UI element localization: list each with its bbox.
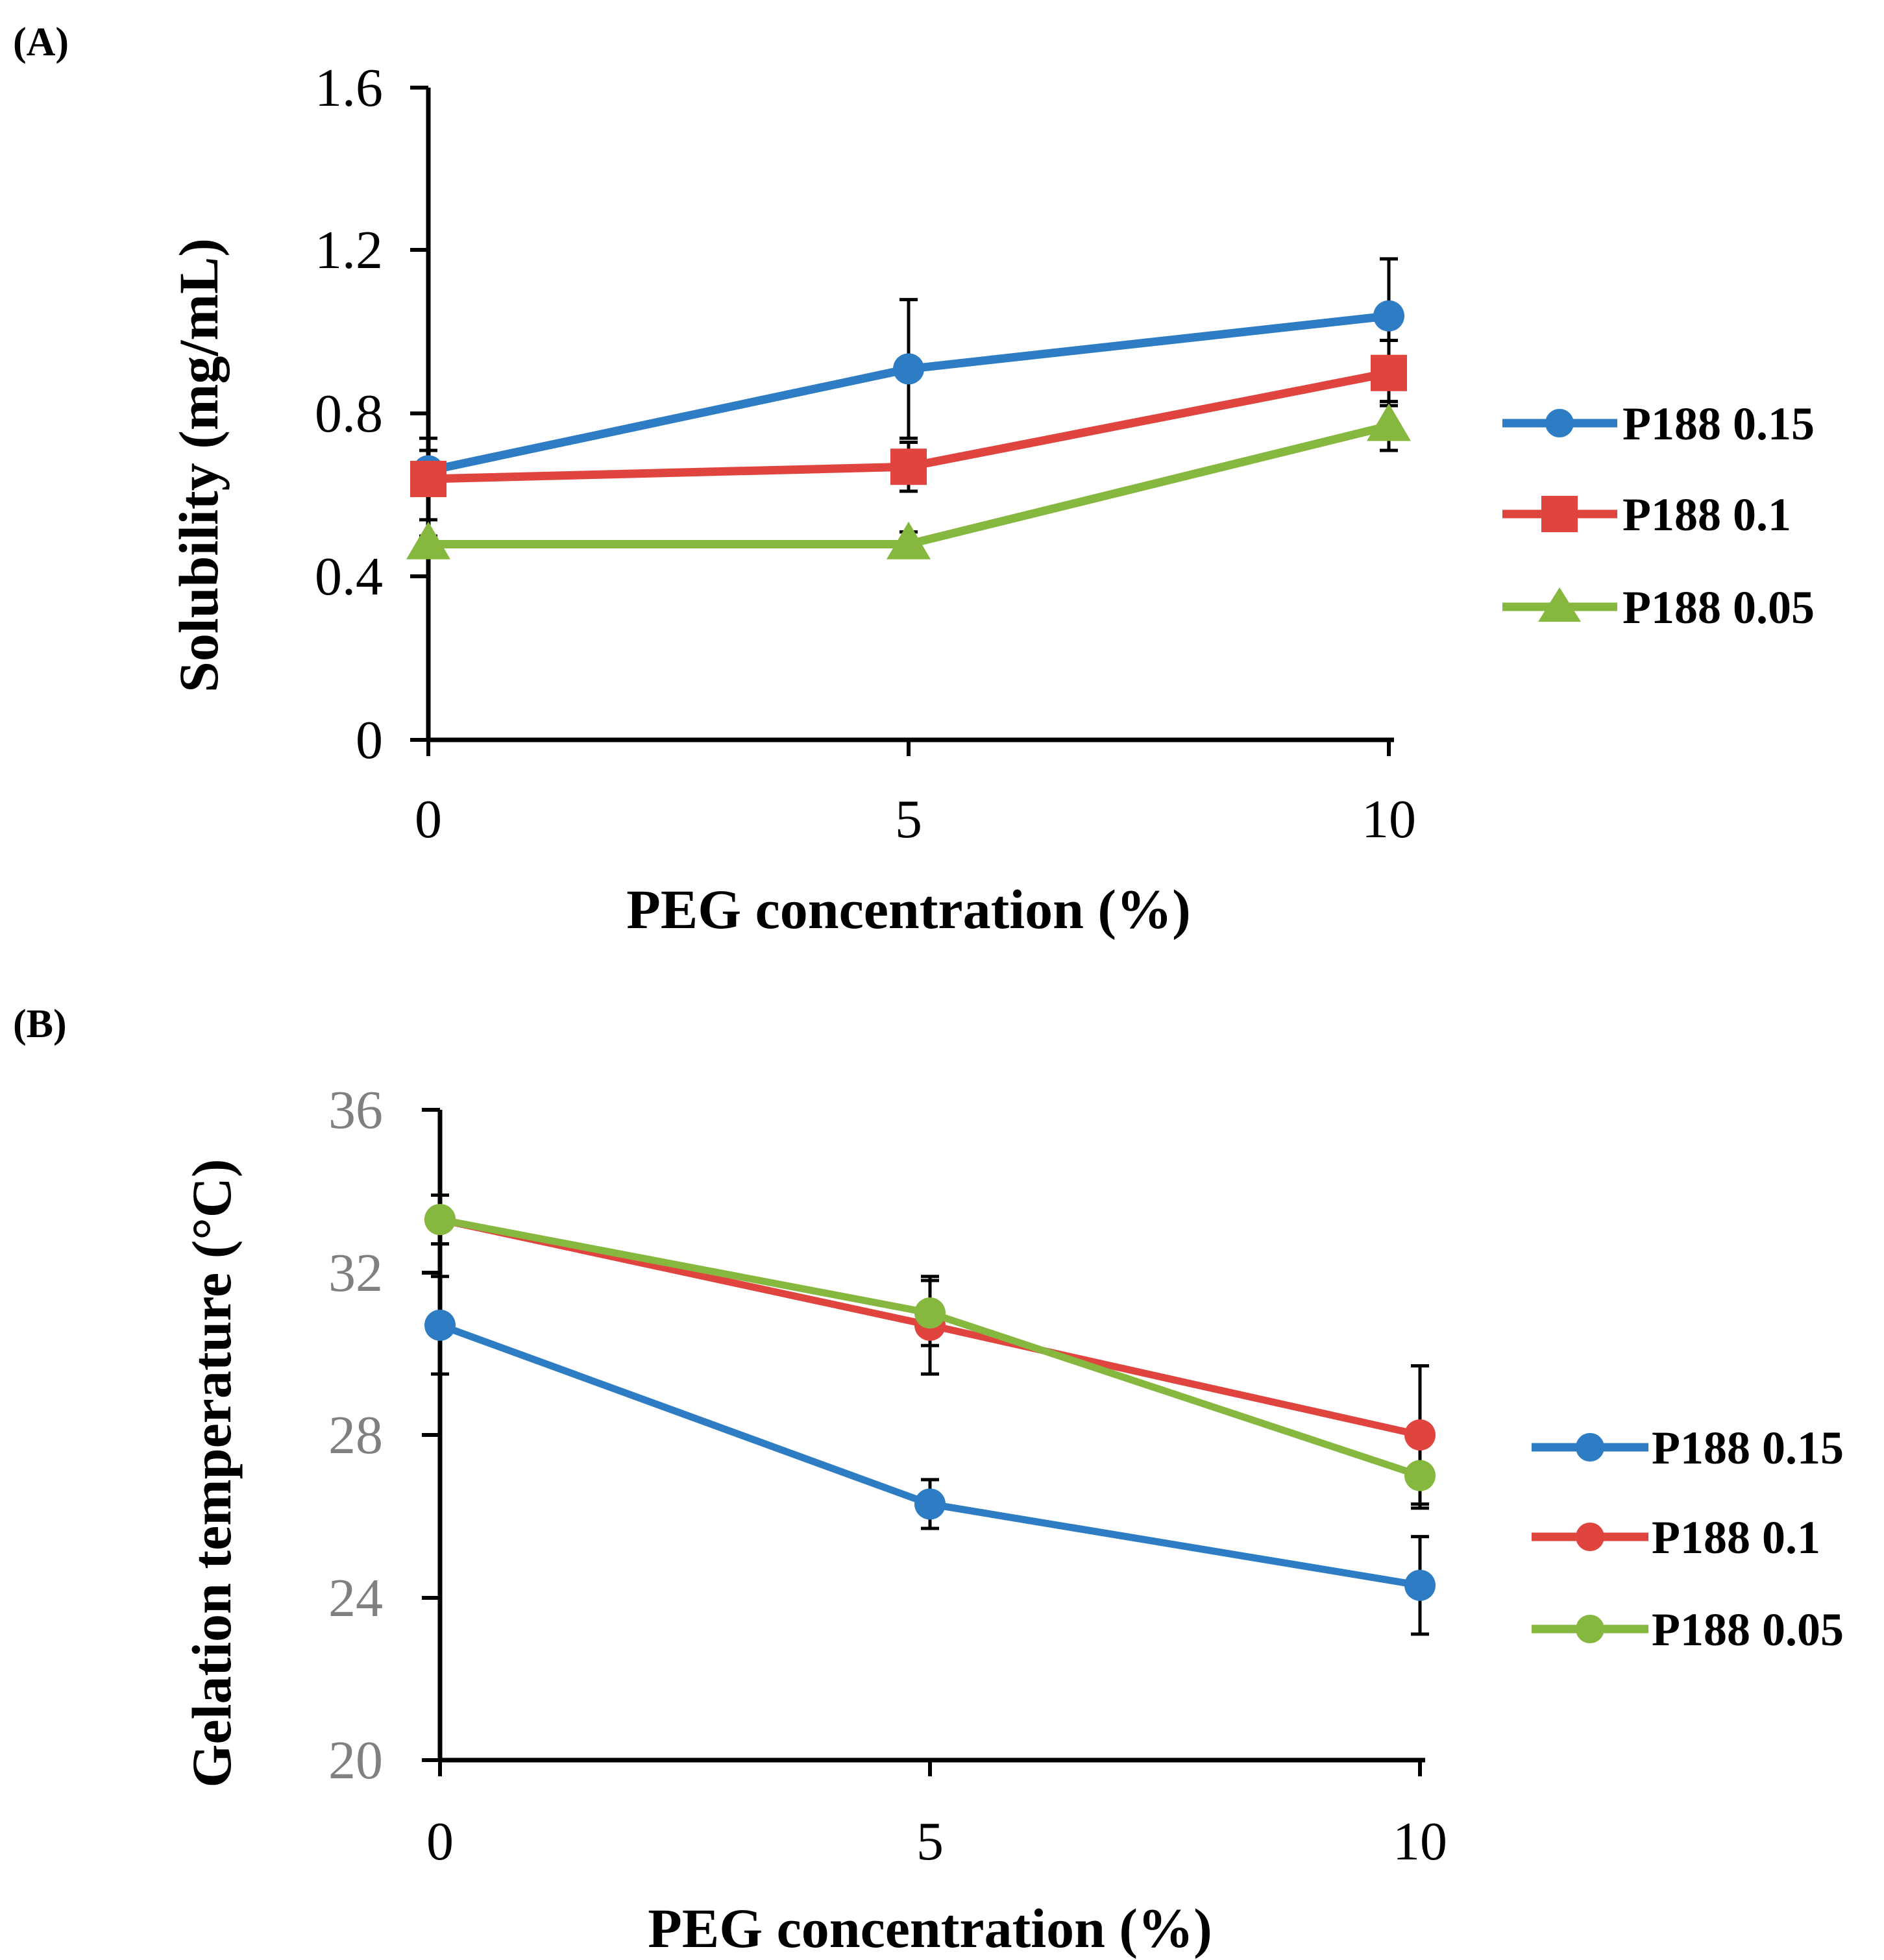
legend-item-p188-005: P188 0.05 bbox=[1532, 1604, 1844, 1656]
panel-a-solubility-chart: (A) 0 0.4 0.8 1.2 1.6 0 5 10 PEG concent… bbox=[13, 20, 1815, 940]
data-point-triangle bbox=[887, 521, 931, 559]
panel-b-y-tick-label: 24 bbox=[328, 1568, 383, 1628]
legend-label: P188 0.05 bbox=[1652, 1604, 1844, 1656]
legend-square-marker bbox=[1541, 496, 1578, 532]
legend-circle-marker bbox=[1545, 409, 1574, 437]
data-point-circle bbox=[1373, 300, 1404, 332]
panel-a-plot-area bbox=[406, 257, 1411, 559]
data-point-circle bbox=[424, 1309, 456, 1341]
panel-b-x-ticks: 0 5 10 bbox=[426, 1760, 1447, 1872]
panel-b-y-tick-label: 36 bbox=[328, 1080, 383, 1140]
data-point-circle bbox=[914, 1297, 946, 1329]
legend-item-p188-005: P188 0.05 bbox=[1502, 582, 1815, 633]
legend-item-p188-015: P188 0.15 bbox=[1532, 1422, 1844, 1474]
legend-item-p188-01: P188 0.1 bbox=[1502, 489, 1791, 541]
panel-b-y-ticks: 20 24 28 32 36 bbox=[328, 1080, 440, 1791]
panel-b-x-tick-label: 10 bbox=[1393, 1811, 1447, 1872]
data-point-circle bbox=[424, 1204, 456, 1236]
legend-circle-marker bbox=[1576, 1523, 1604, 1551]
panel-a-legend: P188 0.15 P188 0.1 P188 0.05 bbox=[1502, 398, 1815, 633]
panel-a-x-tick-label: 0 bbox=[415, 789, 442, 850]
data-point-circle bbox=[1404, 1419, 1436, 1451]
panel-b-gelation-chart: (B) 20 24 28 32 36 0 5 10 PEG concentrat… bbox=[13, 1002, 1844, 1959]
legend-label: P188 0.1 bbox=[1652, 1512, 1820, 1563]
panel-a-y-tick-label: 0 bbox=[356, 710, 383, 770]
panel-a-y-tick-label: 0.4 bbox=[315, 546, 383, 607]
panel-a-x-tick-label: 5 bbox=[895, 789, 922, 850]
panel-a-y-tick-label: 0.8 bbox=[315, 384, 383, 444]
panel-a-y-ticks: 0 0.4 0.8 1.2 1.6 bbox=[315, 58, 428, 770]
panel-b-y-axis-title: Gelation temperature (°C) bbox=[180, 1159, 243, 1788]
panel-a-label: (A) bbox=[13, 20, 69, 64]
panel-b-x-axis-title: PEG concentration (%) bbox=[648, 1897, 1212, 1959]
panel-b-x-tick-label: 5 bbox=[916, 1811, 944, 1872]
legend-label: P188 0.1 bbox=[1622, 489, 1791, 541]
panel-a-x-ticks: 0 5 10 bbox=[415, 740, 1416, 850]
legend-item-p188-01: P188 0.1 bbox=[1532, 1512, 1820, 1563]
panel-a-y-tick-label: 1.2 bbox=[315, 220, 383, 280]
data-point-triangle bbox=[1367, 403, 1411, 441]
data-point-circle bbox=[893, 353, 924, 385]
panel-b-y-tick-label: 32 bbox=[328, 1243, 383, 1303]
data-point-square bbox=[410, 461, 447, 497]
panel-b-legend: P188 0.15 P188 0.1 P188 0.05 bbox=[1532, 1422, 1844, 1656]
legend-label: P188 0.15 bbox=[1622, 398, 1815, 450]
legend-item-p188-015: P188 0.15 bbox=[1502, 398, 1815, 450]
panel-b-plot-area bbox=[424, 1194, 1436, 1636]
legend-circle-marker bbox=[1576, 1433, 1604, 1462]
panel-a-x-tick-label: 10 bbox=[1362, 789, 1416, 850]
data-point-circle bbox=[1404, 1569, 1436, 1601]
data-point-square bbox=[1371, 354, 1407, 391]
panel-b-axes bbox=[437, 1110, 1425, 1763]
data-point-circle bbox=[914, 1488, 946, 1520]
legend-label: P188 0.05 bbox=[1622, 582, 1815, 633]
panel-a-y-axis-title: Solubility (mg/mL) bbox=[167, 238, 230, 692]
legend-circle-marker bbox=[1576, 1615, 1604, 1643]
panel-b-y-tick-label: 28 bbox=[328, 1405, 383, 1465]
data-point-square bbox=[890, 448, 927, 485]
panel-a-y-tick-label: 1.6 bbox=[315, 58, 383, 118]
legend-label: P188 0.15 bbox=[1652, 1422, 1844, 1474]
legend-triangle-marker bbox=[1538, 587, 1581, 622]
data-point-triangle bbox=[406, 521, 450, 559]
data-point-circle bbox=[1404, 1460, 1436, 1491]
panel-a-x-axis-title: PEG concentration (%) bbox=[626, 878, 1190, 940]
panel-b-y-tick-label: 20 bbox=[328, 1730, 383, 1791]
panel-b-label: (B) bbox=[13, 1002, 67, 1046]
panel-b-x-tick-label: 0 bbox=[426, 1811, 454, 1872]
